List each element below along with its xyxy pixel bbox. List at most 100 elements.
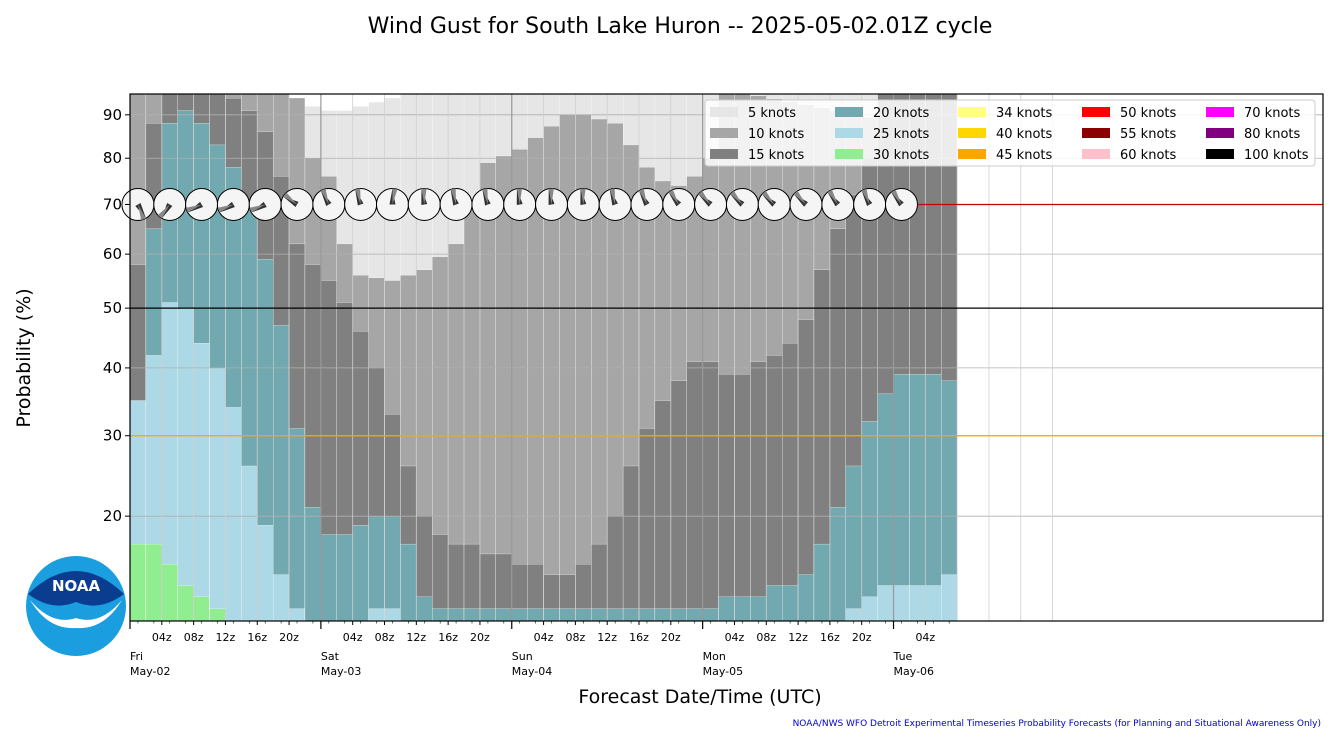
wind-direction-marker-2 <box>185 187 219 221</box>
legend-label-1: 10 knots <box>748 127 804 142</box>
wind-direction-wedge-5 <box>283 196 299 208</box>
bar-20-knots-13 <box>336 534 354 621</box>
bar-25-knots-3 <box>177 308 194 621</box>
legend-swatch-13 <box>1206 128 1234 138</box>
wind-direction-marker-12 <box>503 187 537 221</box>
bar-15-knots-34 <box>670 380 688 621</box>
bar-20-knots-33 <box>654 608 672 621</box>
bar-20-knots-44 <box>829 507 847 621</box>
xtick-day-dow-2: Sun <box>512 650 533 663</box>
legend-swatch-6 <box>958 107 986 117</box>
wind-direction-marker-11 <box>471 187 505 221</box>
bar-20-knots-40 <box>766 585 783 621</box>
bar-20-knots-49 <box>909 374 926 621</box>
wind-direction-marker-6 <box>312 187 346 221</box>
wind-direction-spread-20 <box>761 190 775 205</box>
bar-30-knots-4 <box>193 596 210 621</box>
bar-15-knots-41 <box>782 343 799 621</box>
bar-20-knots-50 <box>925 374 942 621</box>
wind-direction-marker-20 <box>757 187 791 221</box>
ytick-label-70: 70 <box>103 195 122 213</box>
wind-direction-marker-24 <box>884 187 918 221</box>
bar-25-knots-49 <box>909 585 926 621</box>
wind-direction-marker-14 <box>566 187 600 221</box>
wind-direction-wedge-18 <box>698 194 713 207</box>
bar-25-knots-10 <box>288 608 306 621</box>
bar-20-knots-16 <box>384 516 401 621</box>
bar-30-knots-1 <box>145 543 163 621</box>
legend: 5 knots 10 knots 15 knots 20 knots 25 knots 3… <box>704 99 1316 167</box>
wind-direction-marker-23 <box>853 187 887 221</box>
xtick-day-dow-1: Sat <box>321 650 340 663</box>
wind-direction-spread-15 <box>609 188 616 205</box>
bar-20-knots-21 <box>463 608 481 621</box>
bar-20-knots-36 <box>702 608 719 621</box>
wind-direction-spread-24 <box>891 189 902 205</box>
ytick-label-20: 20 <box>103 507 122 525</box>
xtick-hour-label-0-0: 04z <box>152 631 172 644</box>
chart-title: Wind Gust for South Lake Huron -- 2025-0… <box>368 14 993 39</box>
legend-label-10: 55 knots <box>1120 127 1176 142</box>
bar-15-knots-32 <box>638 428 656 621</box>
xtick-hour-label-2-4: 20z <box>661 631 681 644</box>
ytick-label-60: 60 <box>103 245 122 263</box>
x-axis-label: Forecast Date/Time (UTC) <box>578 686 821 708</box>
bar-5-knots-top-14 <box>352 94 369 107</box>
legend-label-5: 30 knots <box>873 148 929 163</box>
xtick-hour-label-0-2: 12z <box>216 631 236 644</box>
bar-20-knots-45 <box>845 465 863 621</box>
wind-direction-marker-22 <box>821 187 855 221</box>
bar-30-knots-0 <box>130 543 147 621</box>
legend-label-14: 100 knots <box>1244 148 1309 163</box>
bar-15-knots-35 <box>686 361 703 621</box>
xtick-day-dow-3: Mon <box>703 650 726 663</box>
bar-5-knots-top-15 <box>368 94 385 103</box>
wind-direction-marker-3 <box>216 187 250 221</box>
bar-25-knots-9 <box>273 574 290 621</box>
logo-bird-wing <box>30 600 122 629</box>
bar-20-knots-11 <box>304 507 322 621</box>
legend-label-9: 50 knots <box>1120 106 1176 121</box>
bar-20-knots-38 <box>734 596 751 621</box>
wind-direction-marker-8 <box>375 187 409 221</box>
ytick-label-50: 50 <box>103 299 122 317</box>
bar-20-knots-17 <box>400 543 417 621</box>
bar-20-knots-18 <box>416 596 433 621</box>
legend-label-11: 60 knots <box>1120 148 1176 163</box>
bar-5-knots-top-10 <box>289 94 306 99</box>
wind-direction-spread-8 <box>392 188 398 205</box>
wind-direction-marker-5 <box>280 187 314 221</box>
wind-direction-marker-13 <box>535 187 569 221</box>
bar-20-knots-26 <box>543 608 560 621</box>
legend-swatch-12 <box>1206 107 1234 117</box>
bar-30-knots-5 <box>209 608 226 621</box>
bar-10-knots-22 <box>479 162 497 621</box>
wind-direction-spread-13 <box>548 188 554 205</box>
bar-20-knots-29 <box>591 608 608 621</box>
legend-label-2: 15 knots <box>748 148 804 163</box>
bar-15-knots-36 <box>702 361 719 621</box>
legend-swatch-1 <box>710 128 738 138</box>
bar-25-knots-50 <box>925 585 942 621</box>
wind-direction-marker-21 <box>789 187 823 221</box>
credit-text: NOAA/NWS WFO Detroit Experimental Timese… <box>793 719 1321 729</box>
wind-direction-spread-6 <box>320 188 329 205</box>
bar-15-knots-30 <box>607 516 624 621</box>
wind-direction-spread-17 <box>668 189 679 205</box>
bar-30-knots-2 <box>161 563 179 621</box>
xtick-hour-label-1-2: 12z <box>406 631 426 644</box>
legend-label-13: 80 knots <box>1244 127 1300 142</box>
wind-direction-spread-3 <box>217 204 234 213</box>
wind-direction-spread-21 <box>793 190 807 205</box>
wind-direction-marker-9 <box>407 187 441 221</box>
bar-5-knots-top-11 <box>304 94 322 107</box>
bar-25-knots-4 <box>193 343 210 621</box>
xtick-hour-label-2-0: 04z <box>534 631 554 644</box>
legend-swatch-2 <box>710 149 738 159</box>
wind-direction-wedge-21 <box>793 194 808 207</box>
bar-20-knots-43 <box>813 543 831 621</box>
xtick-hour-label-0-1: 08z <box>184 631 204 644</box>
wind-direction-spread-5 <box>283 192 298 205</box>
bar-15-knots-31 <box>622 465 640 621</box>
bar-25-knots-47 <box>877 585 894 621</box>
